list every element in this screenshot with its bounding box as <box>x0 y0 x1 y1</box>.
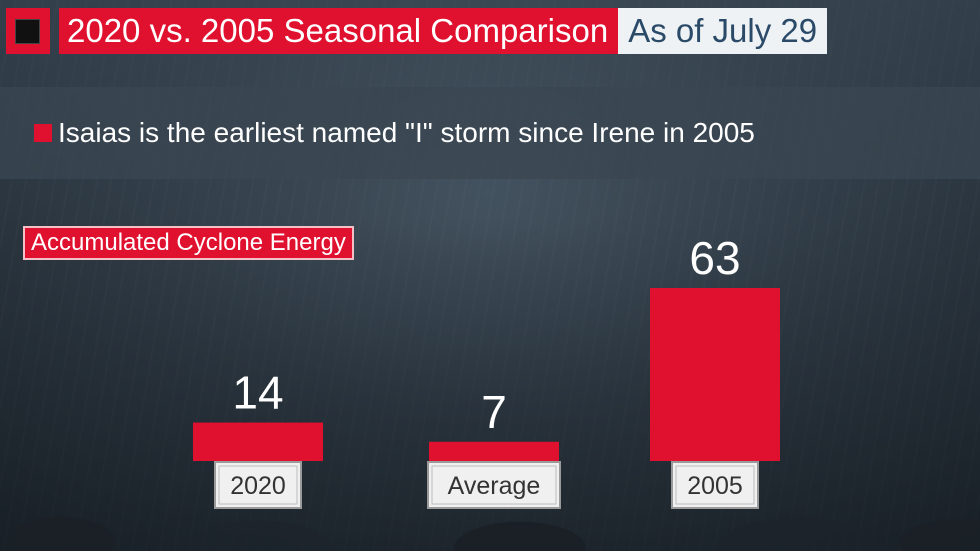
bar-2020 <box>193 422 323 461</box>
tick-label-average: Average <box>448 472 541 500</box>
page-title: 2020 vs. 2005 Seasonal Comparison <box>59 8 619 54</box>
tick-label-2020: 2020 <box>230 472 286 500</box>
data-label-2020: 14 <box>232 367 283 419</box>
category-box-2005 <box>671 461 759 509</box>
data-label-average: 7 <box>481 386 507 438</box>
logo-icon <box>6 8 50 54</box>
date-badge: As of July 29 <box>618 8 828 54</box>
bar-2005 <box>650 288 780 461</box>
category-box-inner-2005 <box>675 465 755 505</box>
info-band <box>0 87 980 179</box>
logo-square <box>15 19 40 44</box>
category-box-inner-average <box>431 465 557 505</box>
bullet-icon <box>34 124 52 142</box>
metric-label: Accumulated Cyclone Energy <box>23 226 354 260</box>
tick-label-2005: 2005 <box>687 472 743 500</box>
category-box-average <box>427 461 561 509</box>
header: 2020 vs. 2005 Seasonal Comparison As of … <box>6 8 828 54</box>
bullet-text: Isaias is the earliest named "I" storm s… <box>58 117 755 148</box>
data-label-2005: 63 <box>689 232 740 284</box>
bar-average <box>429 441 559 461</box>
category-box-inner-2020 <box>218 465 298 505</box>
category-box-2020 <box>214 461 302 509</box>
